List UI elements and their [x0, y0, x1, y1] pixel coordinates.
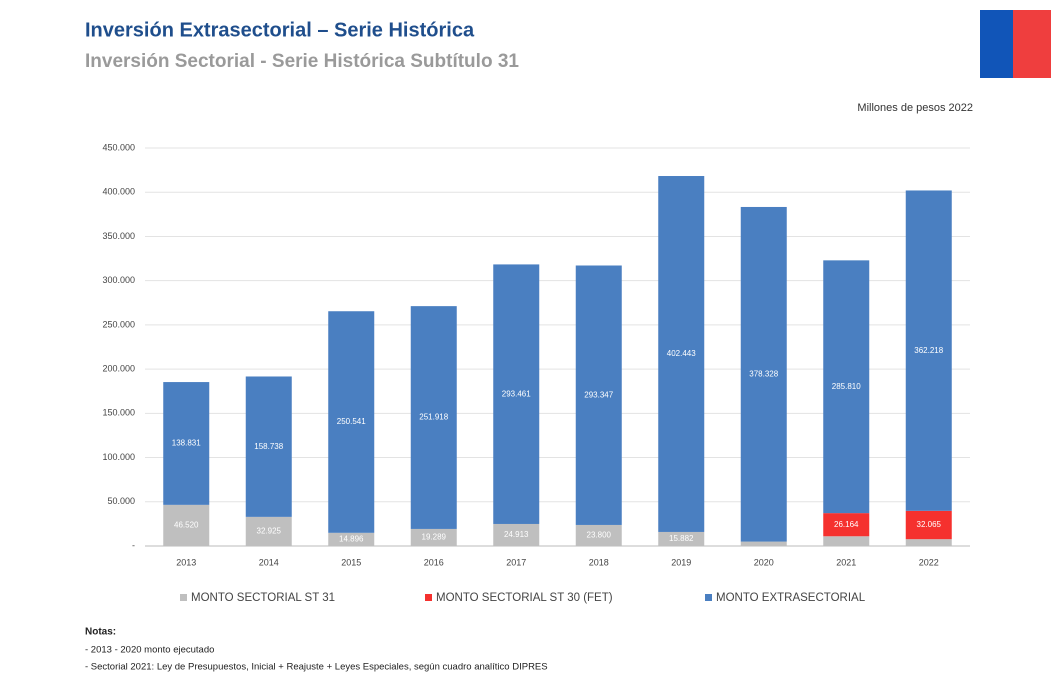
data-label: 15.882	[669, 534, 694, 543]
data-label: 32.925	[257, 527, 282, 536]
data-label: 19.289	[422, 533, 447, 542]
bar-segment	[575, 265, 622, 525]
x-tick-label: 2020	[754, 557, 774, 567]
data-label: 251.918	[419, 413, 448, 422]
y-tick-label: 400.000	[102, 187, 135, 197]
bar-segment	[575, 524, 622, 546]
x-tick-label: 2016	[424, 557, 444, 567]
data-label: 24.913	[504, 530, 529, 539]
data-label: 293.461	[502, 389, 531, 398]
bar-segment	[163, 504, 210, 546]
bar-segment	[328, 532, 375, 546]
bar-segment	[328, 311, 375, 533]
note-line: - 2013 - 2020 monto ejecutado	[85, 645, 214, 656]
data-label: 378.328	[749, 369, 778, 378]
y-tick-label: 200.000	[102, 363, 135, 373]
note-line: - Sectorial 2021: Ley de Presupuestos, I…	[85, 662, 548, 673]
bar-segment	[493, 523, 540, 546]
bar-segment	[823, 513, 870, 537]
data-label: 138.831	[172, 439, 201, 448]
x-tick-label: 2017	[506, 557, 526, 567]
y-tick-label: 300.000	[102, 275, 135, 285]
data-label: 14.896	[339, 535, 364, 544]
data-label: 250.541	[337, 417, 366, 426]
bar-segment	[823, 260, 870, 514]
bar-segment	[823, 536, 870, 546]
legend-swatch	[705, 594, 712, 601]
bar-segment	[905, 510, 952, 540]
y-tick-label: 150.000	[102, 408, 135, 418]
data-label: 293.347	[584, 390, 613, 399]
y-tick-label: 450.000	[102, 142, 135, 152]
bar-segment	[410, 306, 457, 529]
bar-segment	[245, 516, 292, 546]
data-label: 32.065	[917, 520, 942, 529]
chart-title: Inversión Extrasectorial – Serie Históri…	[85, 19, 475, 41]
bar-segment	[658, 176, 705, 532]
notes-heading: Notas:	[85, 627, 116, 638]
legend-label: MONTO SECTORIAL ST 31	[191, 592, 335, 604]
legend-swatch	[425, 594, 432, 601]
x-tick-label: 2013	[176, 557, 196, 567]
flag-blue	[980, 10, 1013, 78]
bar-segment	[740, 541, 787, 546]
bar-segment	[245, 376, 292, 517]
legend-swatch	[180, 594, 187, 601]
data-label: 26.164	[834, 520, 859, 529]
data-label: 402.443	[667, 349, 696, 358]
bar-segment	[493, 264, 540, 524]
y-tick-label: 350.000	[102, 231, 135, 241]
x-tick-label: 2018	[589, 557, 609, 567]
data-label: 23.800	[587, 531, 612, 540]
unit-label: Millones de pesos 2022	[857, 102, 973, 114]
y-tick-label: 100.000	[102, 452, 135, 462]
x-tick-label: 2014	[259, 557, 279, 567]
y-tick-label: 250.000	[102, 319, 135, 329]
chart-subtitle: Inversión Sectorial - Serie Histórica Su…	[85, 51, 519, 72]
bar-segment	[658, 531, 705, 546]
y-tick-label: 50.000	[107, 496, 135, 506]
bar-segment	[905, 539, 952, 546]
y-tick-label: -	[132, 540, 135, 550]
legend-label: MONTO SECTORIAL ST 30 (FET)	[436, 592, 613, 604]
flag-red	[1013, 10, 1051, 78]
x-tick-label: 2019	[671, 557, 691, 567]
x-tick-label: 2015	[341, 557, 361, 567]
data-label: 46.520	[174, 521, 199, 530]
bar-segment	[905, 190, 952, 511]
legend-label: MONTO EXTRASECTORIAL	[716, 592, 866, 604]
data-label: 362.218	[914, 346, 943, 355]
data-label: 158.738	[254, 442, 283, 451]
data-label: 285.810	[832, 382, 861, 391]
bar-segment	[163, 382, 210, 505]
bar-segment	[410, 528, 457, 546]
x-tick-label: 2022	[919, 557, 939, 567]
bar-segment	[740, 206, 787, 542]
x-tick-label: 2021	[836, 557, 856, 567]
